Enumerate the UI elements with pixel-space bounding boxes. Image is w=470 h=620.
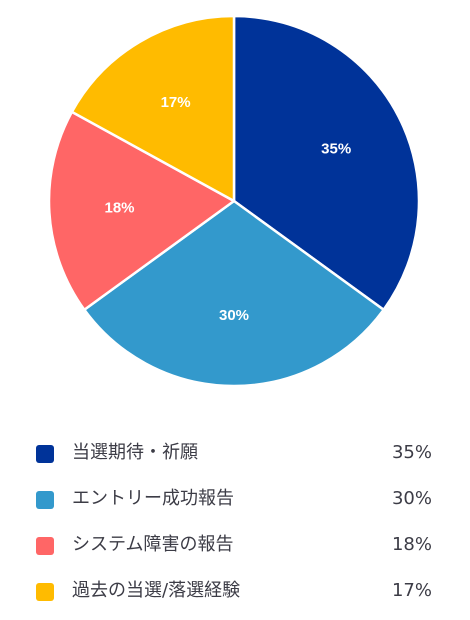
- legend-item[interactable]: 過去の当選/落選経験 17%: [0, 563, 470, 609]
- legend: 当選期待・祈願 35% エントリー成功報告 30% システム障害の報告 18% …: [0, 425, 470, 609]
- legend-label: 当選期待・祈願: [72, 442, 198, 463]
- pie-slice[interactable]: [70, 14, 236, 203]
- legend-value: 30%: [391, 488, 432, 509]
- pie-slice[interactable]: [232, 14, 421, 311]
- legend-item[interactable]: エントリー成功報告 30%: [0, 471, 470, 517]
- pie-slices: [47, 14, 421, 388]
- legend-item[interactable]: システム障害の報告 18%: [0, 517, 470, 563]
- pie-slice-label: 17%: [161, 94, 191, 111]
- legend-value: 18%: [391, 534, 432, 555]
- pie-slice[interactable]: [47, 110, 236, 311]
- legend-swatch: [36, 445, 54, 463]
- legend-label: 過去の当選/落選経験: [72, 580, 241, 601]
- pie-chart: 35% 30% 18% 17%: [47, 14, 421, 388]
- legend-swatch: [36, 583, 54, 601]
- pie-slice-label: 35%: [321, 140, 351, 157]
- legend-swatch: [36, 491, 54, 509]
- legend-value: 17%: [391, 580, 432, 601]
- pie-slice-label: 18%: [105, 200, 135, 217]
- legend-value: 35%: [391, 442, 432, 463]
- legend-swatch: [36, 537, 54, 555]
- legend-label: システム障害の報告: [72, 534, 234, 555]
- pie-slice[interactable]: [83, 199, 385, 388]
- pie-slice-labels: 35% 30% 18% 17%: [105, 94, 352, 324]
- pie-slice-label: 30%: [219, 307, 249, 324]
- legend-item[interactable]: 当選期待・祈願 35%: [0, 425, 470, 471]
- legend-label: エントリー成功報告: [72, 488, 234, 509]
